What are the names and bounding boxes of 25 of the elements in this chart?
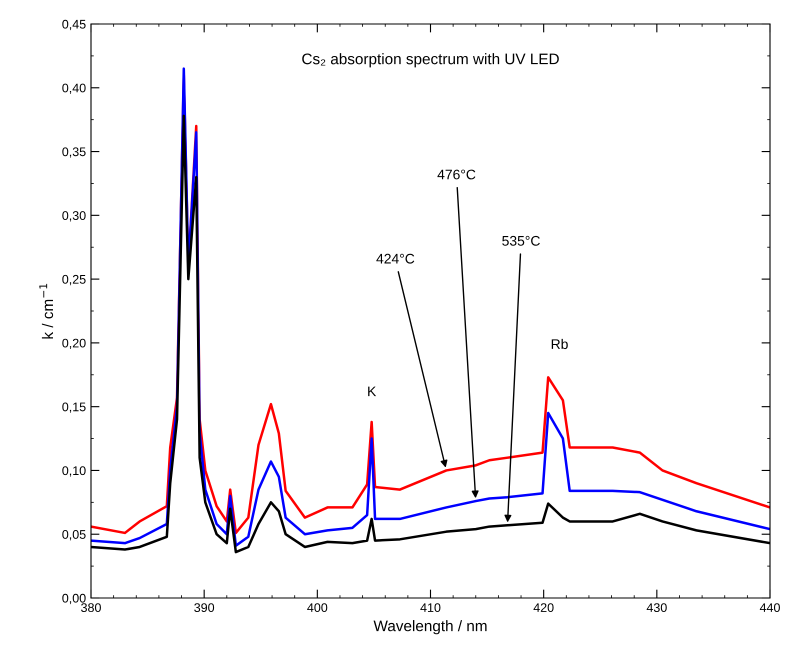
x-tick-label: 400 [307, 603, 328, 612]
x-tick-label: 420 [534, 603, 554, 612]
y-tick-label: 0,25 [62, 274, 86, 286]
y-tick-label: 0,20 [62, 338, 86, 350]
annotation: 476°C [437, 170, 476, 180]
annotation: 535°C [502, 236, 540, 246]
y-tick-label: 0,10 [62, 466, 86, 477]
x-tick-label: 390 [194, 603, 214, 612]
y-tick-label: 0,00 [62, 594, 86, 604]
annotation: 424°C [376, 254, 414, 264]
y-tick-label: 0,40 [62, 84, 86, 94]
y-tick-label: 0,15 [62, 402, 86, 413]
y-tick-label: 0,45 [62, 20, 86, 30]
annotation: Rb [552, 338, 568, 350]
y-tick-label: 0,30 [62, 211, 86, 222]
annotation: K [368, 386, 376, 396]
y-axis-title: k / cm$^{−1}$ [39, 284, 54, 339]
text: Cs₂ absorption spectrum with UV LED [302, 53, 559, 68]
y-tick-label: 0,05 [62, 530, 86, 540]
x-tick-label: 430 [646, 603, 667, 612]
x-tick-label: 410 [420, 603, 440, 612]
x-axis-title: Wavelength / nm [374, 620, 487, 634]
x-tick-label: 380 [81, 603, 101, 612]
y-tick-label: 0,35 [62, 147, 86, 158]
x-tick-label: 440 [760, 603, 780, 612]
